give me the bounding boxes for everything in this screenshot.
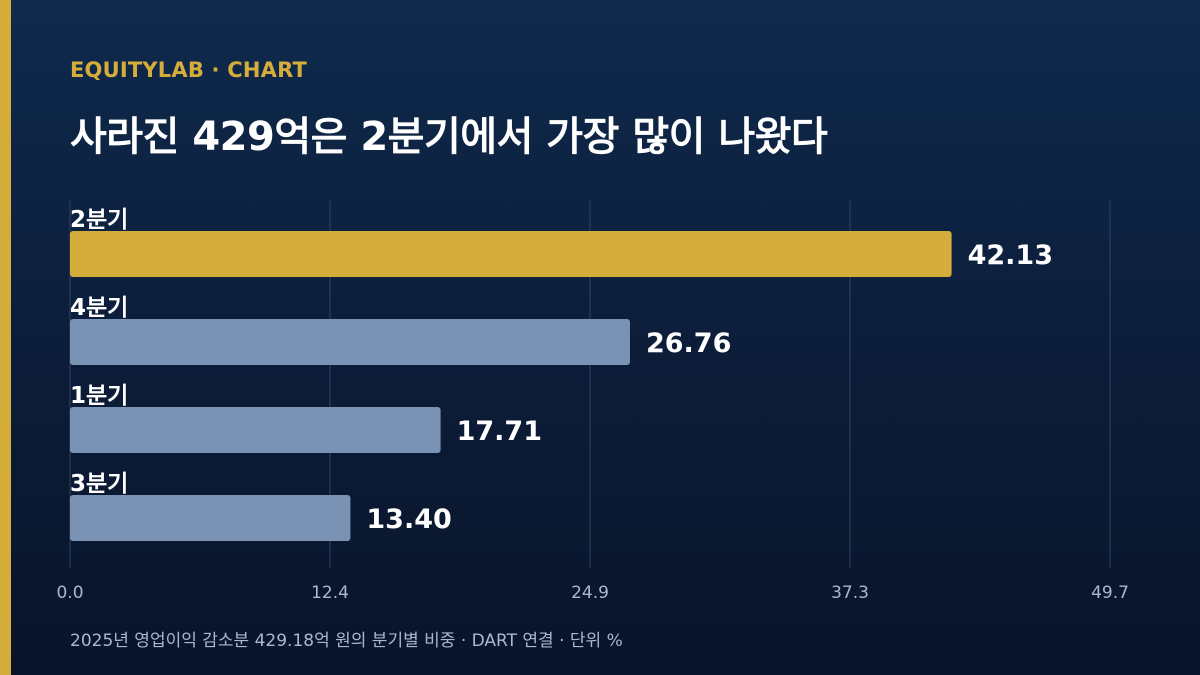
- category-label: 4분기: [70, 295, 128, 321]
- bars: 2분기 42.13 4분기 26.76 1분기 17.71 3분기 13.40: [70, 207, 1053, 541]
- bar: [70, 319, 630, 365]
- value-label: 13.40: [366, 504, 451, 535]
- x-tick-label: 49.7: [1091, 583, 1129, 603]
- bar: [70, 407, 441, 453]
- x-tick-label: 24.9: [571, 583, 609, 603]
- x-tick-label: 12.4: [311, 583, 349, 603]
- x-tick-label: 37.3: [831, 583, 869, 603]
- source-note: 2025년 영업이익 감소분 429.18억 원의 분기별 비중 · DART …: [70, 631, 623, 651]
- category-label: 2분기: [70, 207, 128, 233]
- value-label: 42.13: [968, 240, 1053, 271]
- brand-label: EQUITYLAB · CHART: [70, 58, 308, 82]
- category-label: 1분기: [70, 383, 128, 409]
- x-axis-ticks: 0.0 12.4 24.9 37.3 49.7: [56, 583, 1128, 603]
- accent-stripe: [0, 0, 11, 675]
- x-tick-label: 0.0: [56, 583, 83, 603]
- bar: [70, 495, 351, 541]
- value-label: 17.71: [457, 416, 542, 447]
- value-label: 26.76: [646, 328, 731, 359]
- category-label: 3분기: [70, 471, 128, 497]
- bar: [70, 231, 952, 277]
- chart-title: 사라진 429억은 2분기에서 가장 많이 나왔다: [70, 114, 828, 160]
